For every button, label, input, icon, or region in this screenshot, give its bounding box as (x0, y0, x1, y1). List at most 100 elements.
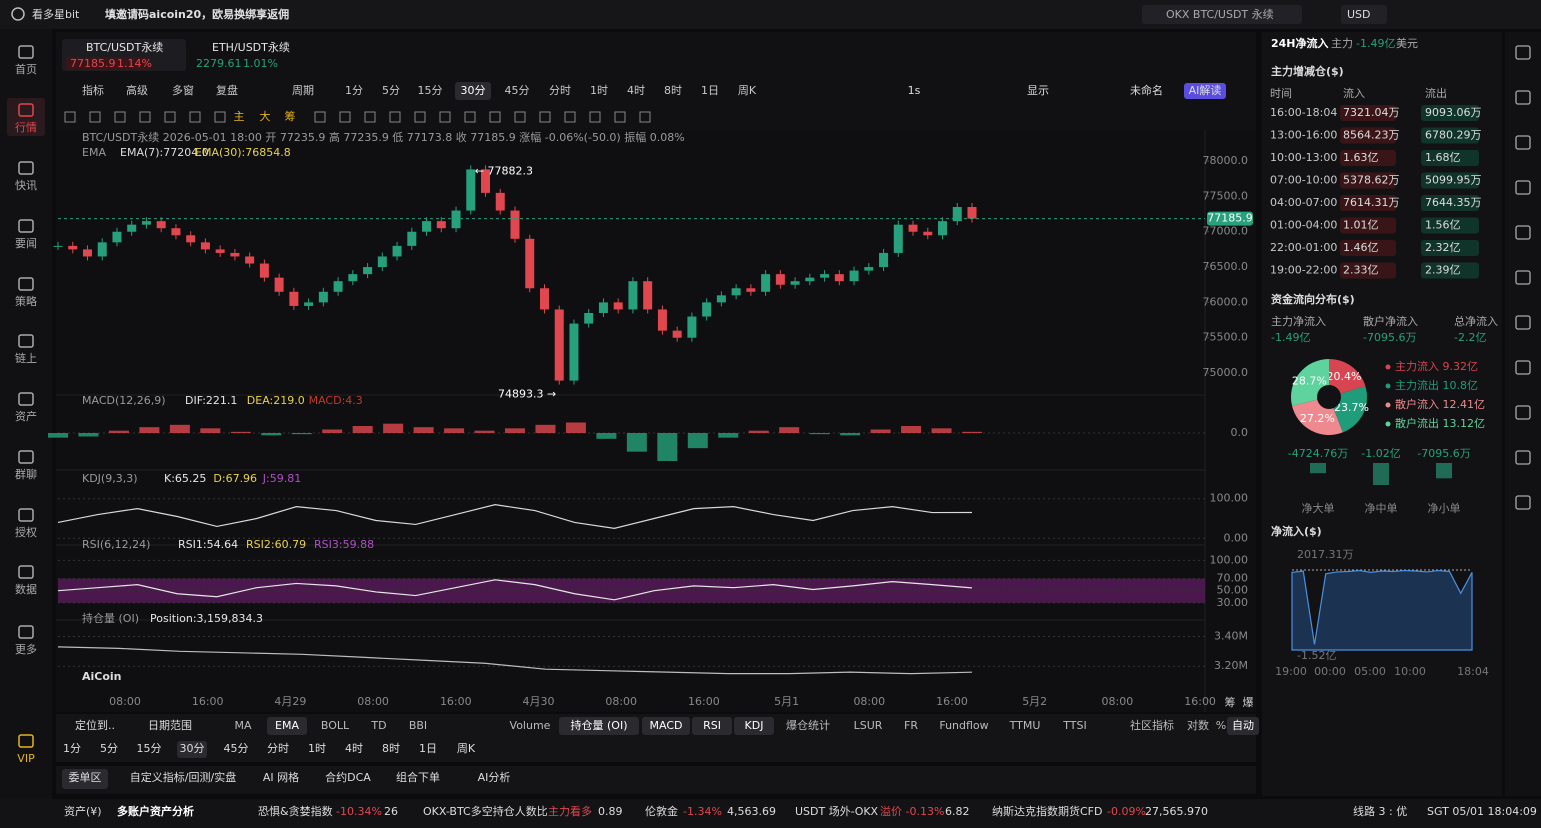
indicator[interactable]: MA (234, 719, 251, 732)
tool-icon[interactable] (164, 111, 176, 123)
tool-item[interactable]: 周期 (292, 84, 314, 97)
period[interactable]: 周K (457, 742, 476, 755)
label[interactable]: 定位到.. (75, 718, 115, 732)
period[interactable]: 5分 (100, 742, 118, 755)
side-icon[interactable] (1515, 315, 1531, 330)
tool-item[interactable]: 指标 (82, 83, 104, 97)
sidebar-item[interactable]: VIP (17, 752, 35, 765)
tool-icon[interactable] (614, 111, 626, 123)
side-icon[interactable] (1515, 270, 1531, 285)
bottom-tab[interactable]: 委单区 (69, 771, 102, 784)
draw-tool[interactable]: 主 (234, 110, 245, 123)
tool-item[interactable]: 复盘 (216, 83, 238, 97)
label[interactable]: OKX BTC/USDT 永续 (1166, 7, 1274, 21)
tool-icon[interactable] (364, 111, 376, 123)
indicator[interactable]: FR (904, 719, 918, 732)
tool-icon[interactable] (639, 111, 651, 123)
label[interactable]: 日期范围 (148, 718, 192, 732)
label[interactable]: USD (1347, 8, 1371, 21)
tool-icon[interactable] (464, 111, 476, 123)
bottom-tab[interactable]: AI 网格 (263, 770, 299, 784)
tool-icon[interactable] (339, 111, 351, 123)
label[interactable]: 多账户资产分析 (117, 804, 194, 818)
indicator[interactable]: BOLL (321, 719, 350, 732)
period[interactable]: 8时 (382, 742, 400, 755)
period[interactable]: 8时 (664, 84, 682, 97)
tool-icon[interactable] (439, 111, 451, 123)
tool-item[interactable]: 多窗 (172, 83, 194, 97)
period[interactable]: 1日 (701, 84, 719, 97)
indicator[interactable]: % (1216, 719, 1226, 732)
indicator[interactable]: EMA (275, 719, 299, 732)
period[interactable]: 1分 (63, 742, 81, 755)
tool-icon[interactable] (539, 111, 551, 123)
indicator[interactable]: 爆仓统计 (786, 718, 830, 732)
sidebar-item[interactable]: 策略 (15, 294, 37, 308)
tool-icon[interactable] (389, 111, 401, 123)
tool-item[interactable]: 高级 (126, 83, 148, 97)
period[interactable]: 1日 (419, 742, 437, 755)
side-icon[interactable] (1515, 90, 1531, 105)
period[interactable]: 4时 (345, 742, 363, 755)
tool-icon[interactable] (89, 111, 101, 123)
indicator[interactable]: LSUR (854, 719, 883, 732)
period[interactable]: 分时 (549, 84, 571, 97)
tab-symbol[interactable]: BTC/USDT永续 (86, 40, 163, 54)
indicator[interactable]: KDJ (745, 719, 764, 732)
period[interactable]: 1分 (345, 84, 363, 97)
bottom-tab[interactable]: 自定义指标/回测/实盘 (130, 770, 236, 784)
side-icon[interactable] (1515, 495, 1531, 510)
side-icon[interactable] (1515, 225, 1531, 240)
indicator[interactable]: TTMU (1009, 719, 1041, 732)
sidebar-item[interactable]: 链上 (15, 351, 37, 365)
period[interactable]: 1时 (308, 742, 326, 755)
period[interactable]: 30分 (461, 84, 486, 97)
indicator[interactable]: Volume (510, 719, 551, 732)
indicator[interactable]: 对数 (1187, 718, 1209, 732)
indicator[interactable]: MACD (650, 719, 683, 732)
sidebar-item[interactable]: 行情 (15, 121, 37, 134)
tool-icon[interactable] (314, 111, 326, 123)
side-icon[interactable] (1515, 45, 1531, 60)
search-box[interactable] (1142, 5, 1302, 24)
indicator[interactable]: TD (370, 719, 386, 732)
sidebar-item[interactable]: 授权 (15, 525, 37, 539)
side-icon[interactable] (1515, 450, 1531, 465)
tab-symbol[interactable]: ETH/USDT永续 (212, 40, 290, 54)
sidebar-item[interactable]: 更多 (15, 642, 37, 656)
bottom-tab[interactable]: AI分析 (478, 770, 511, 784)
sidebar-item[interactable]: 资产 (15, 409, 37, 423)
sidebar-item[interactable]: 群聊 (15, 467, 37, 481)
period[interactable]: 30分 (180, 742, 205, 755)
side-icon[interactable] (1515, 135, 1531, 150)
sidebar-item[interactable]: 要闻 (15, 236, 37, 250)
period[interactable]: 4时 (627, 84, 645, 97)
period[interactable]: 1时 (590, 84, 608, 97)
tool-icon[interactable] (214, 111, 226, 123)
side-icon[interactable] (1515, 360, 1531, 375)
bottom-tab[interactable]: 合约DCA (325, 770, 371, 784)
indicator[interactable]: RSI (703, 719, 721, 732)
tool-icon[interactable] (64, 111, 76, 123)
tool-right[interactable]: 显示 (1027, 84, 1049, 97)
currency-box[interactable] (1341, 5, 1387, 24)
label[interactable]: 填邀请码aicoin20，欧易换绑享返佣 (105, 7, 289, 21)
tool-icon[interactable] (139, 111, 151, 123)
indicator[interactable]: TTSI (1062, 719, 1086, 732)
period[interactable]: 分时 (267, 742, 289, 755)
draw-tool[interactable]: 大 (260, 109, 271, 123)
period[interactable]: 45分 (505, 84, 530, 97)
indicator[interactable]: 自动 (1232, 719, 1254, 732)
side-icon[interactable] (1515, 405, 1531, 420)
period[interactable]: 周K (738, 84, 757, 97)
indicator[interactable]: BBI (409, 719, 427, 732)
sidebar-item[interactable]: 数据 (15, 582, 37, 596)
bottom-tab[interactable]: 组合下单 (396, 770, 440, 784)
side-icon[interactable] (1515, 180, 1531, 195)
tool-right[interactable]: AI解读 (1189, 83, 1222, 97)
tool-right[interactable]: 1s (908, 84, 921, 97)
tool-icon[interactable] (514, 111, 526, 123)
tool-right[interactable]: 未命名 (1130, 83, 1163, 97)
sidebar-item[interactable]: 首页 (15, 62, 37, 76)
period[interactable]: 15分 (418, 84, 443, 97)
